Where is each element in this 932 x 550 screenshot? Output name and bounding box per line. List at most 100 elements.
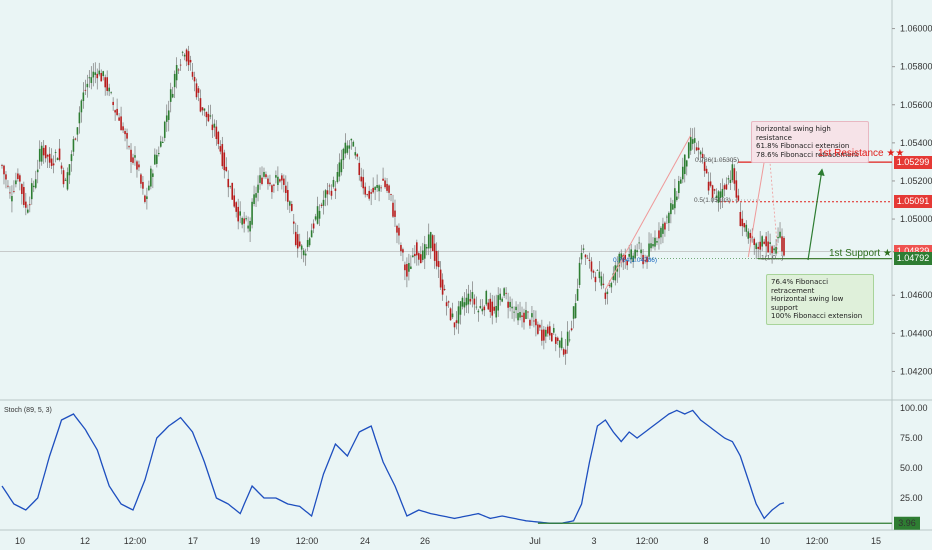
candle-body [435, 250, 438, 267]
time-tick-label: 15 [871, 536, 881, 546]
candle-body [418, 253, 420, 260]
time-tick-label: 12:00 [636, 536, 659, 546]
candle-body [447, 301, 450, 303]
candle-body [513, 311, 515, 313]
candle-body [318, 210, 321, 219]
candle-body [507, 301, 509, 308]
candle-body [713, 189, 716, 191]
candle-body [622, 255, 625, 263]
candle-body [548, 326, 551, 336]
candle-body [374, 186, 376, 190]
candle-body [38, 148, 41, 162]
candle-body [547, 326, 549, 334]
candle-body [715, 195, 718, 198]
price-tick-label: 1.05000 [900, 214, 932, 224]
candle-body [477, 310, 480, 313]
candlestick-series [1, 45, 785, 365]
resistance-note: horizontal swing high resistance 61.8% F… [751, 121, 869, 163]
candle-body [656, 241, 658, 243]
candle-body [596, 270, 599, 271]
candle-body [324, 190, 327, 198]
candle-body [749, 232, 752, 238]
candle-body [485, 290, 488, 305]
candle-body [660, 227, 662, 238]
candle-body [215, 126, 218, 139]
time-tick-label: 8 [703, 536, 708, 546]
candle-body [535, 318, 537, 326]
candle-body [521, 315, 523, 317]
candle-body [213, 123, 216, 128]
candle-body [352, 141, 355, 147]
candle-body [384, 180, 386, 188]
candle-body [644, 260, 646, 262]
candle-body [695, 147, 698, 151]
candle-body [606, 291, 609, 295]
candle-body [382, 178, 384, 181]
fib-extension-retrace-leg [747, 161, 765, 258]
candle-body [241, 217, 243, 225]
candle-body [725, 184, 728, 190]
candle-body [471, 292, 474, 299]
candle-body [44, 145, 47, 159]
candle-body [678, 180, 680, 194]
candle-body [5, 174, 7, 180]
candle-body [666, 216, 668, 218]
candle-body [421, 250, 424, 260]
candle-body [102, 71, 105, 77]
candle-body [483, 306, 486, 311]
fib-label: 1(1.0...) [761, 255, 783, 262]
candle-body [531, 313, 533, 318]
candle-body [54, 152, 57, 153]
candle-body [618, 253, 621, 267]
candle-body [281, 175, 283, 181]
candle-body [277, 176, 279, 185]
candle-body [86, 83, 89, 88]
candle-body [150, 168, 152, 187]
candle-body [247, 225, 249, 229]
candle-body [539, 324, 541, 328]
candle-body [50, 158, 53, 166]
candle-body [650, 243, 652, 249]
candle-body [552, 327, 555, 333]
candle-body [60, 165, 63, 169]
candle-body [142, 181, 144, 189]
candle-body [624, 254, 627, 260]
candle-body [459, 301, 462, 315]
candle-body [604, 292, 607, 299]
candle-body [378, 185, 380, 192]
candle-body [562, 349, 565, 355]
candle-body [25, 201, 27, 208]
candle-body [626, 260, 629, 266]
candle-body [479, 305, 482, 309]
candle-body [701, 153, 704, 158]
candle-body [431, 235, 434, 252]
candle-body [503, 288, 505, 296]
candle-body [453, 322, 456, 328]
candle-body [533, 320, 535, 322]
time-tick-label: 19 [250, 536, 260, 546]
candle-body [275, 175, 277, 178]
candle-body [195, 83, 198, 98]
candle-body [161, 141, 164, 144]
candle-body [574, 303, 577, 319]
candle-body [455, 320, 458, 323]
candle-body [191, 71, 194, 77]
candle-body [144, 195, 146, 202]
candle-body [229, 185, 232, 187]
candle-body [13, 191, 15, 192]
candle-body [781, 236, 783, 252]
candle-body [572, 306, 575, 319]
candle-body [727, 178, 730, 180]
candle-body [17, 173, 19, 179]
candle-body [451, 313, 454, 318]
candle-body [48, 153, 51, 163]
candle-body [731, 164, 734, 181]
candle-body [253, 194, 255, 204]
candle-body [1, 165, 3, 166]
price-axis: 1.06000 1.05800 1.05600 1.05400 1.05200 1.050… [892, 24, 932, 376]
candle-body [594, 276, 597, 283]
candle-body [265, 174, 267, 178]
candle-body [745, 224, 748, 232]
candle-body [78, 112, 81, 124]
candle-body [556, 337, 559, 342]
